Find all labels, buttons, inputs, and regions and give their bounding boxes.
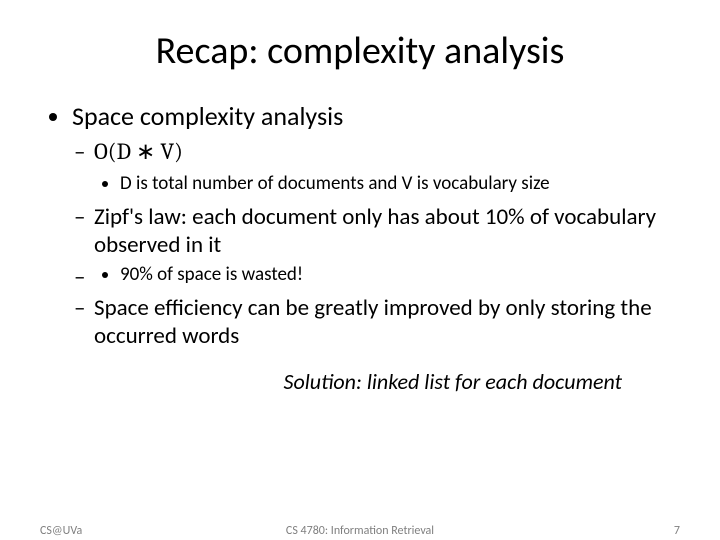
bullet-space-complexity: Space complexity analysis O(D ∗ V) D is … bbox=[72, 100, 680, 350]
bullet-list-level3b: 90% of space is wasted! bbox=[94, 263, 680, 286]
bullet-zipf: Zipf's law: each document only has about… bbox=[94, 203, 680, 259]
bullet-list-level3a: D is total number of documents and V is … bbox=[94, 172, 680, 195]
footer-center: CS 4780: Information Retrieval bbox=[0, 524, 720, 538]
sub-bullet-dv: D is total number of documents and V is … bbox=[120, 172, 680, 195]
sub-bullet-wasted: 90% of space is wasted! bbox=[120, 263, 680, 286]
bullet-text: Space complexity analysis bbox=[72, 100, 343, 132]
slide-title: Recap: complexity analysis bbox=[40, 28, 680, 74]
bullet-formula: O(D ∗ V) D is total number of documents … bbox=[94, 138, 680, 195]
bullet-list-level2: O(D ∗ V) D is total number of documents … bbox=[72, 138, 680, 350]
bullet-list-level1: Space complexity analysis O(D ∗ V) D is … bbox=[40, 100, 680, 350]
slide: Recap: complexity analysis Space complex… bbox=[0, 0, 720, 540]
solution-line: Solution: linked list for each document bbox=[40, 368, 622, 395]
formula-text: O(D ∗ V) bbox=[94, 138, 183, 165]
bullet-efficiency: Space efficiency can be greatly improved… bbox=[94, 294, 680, 350]
footer-right: 7 bbox=[674, 524, 680, 538]
